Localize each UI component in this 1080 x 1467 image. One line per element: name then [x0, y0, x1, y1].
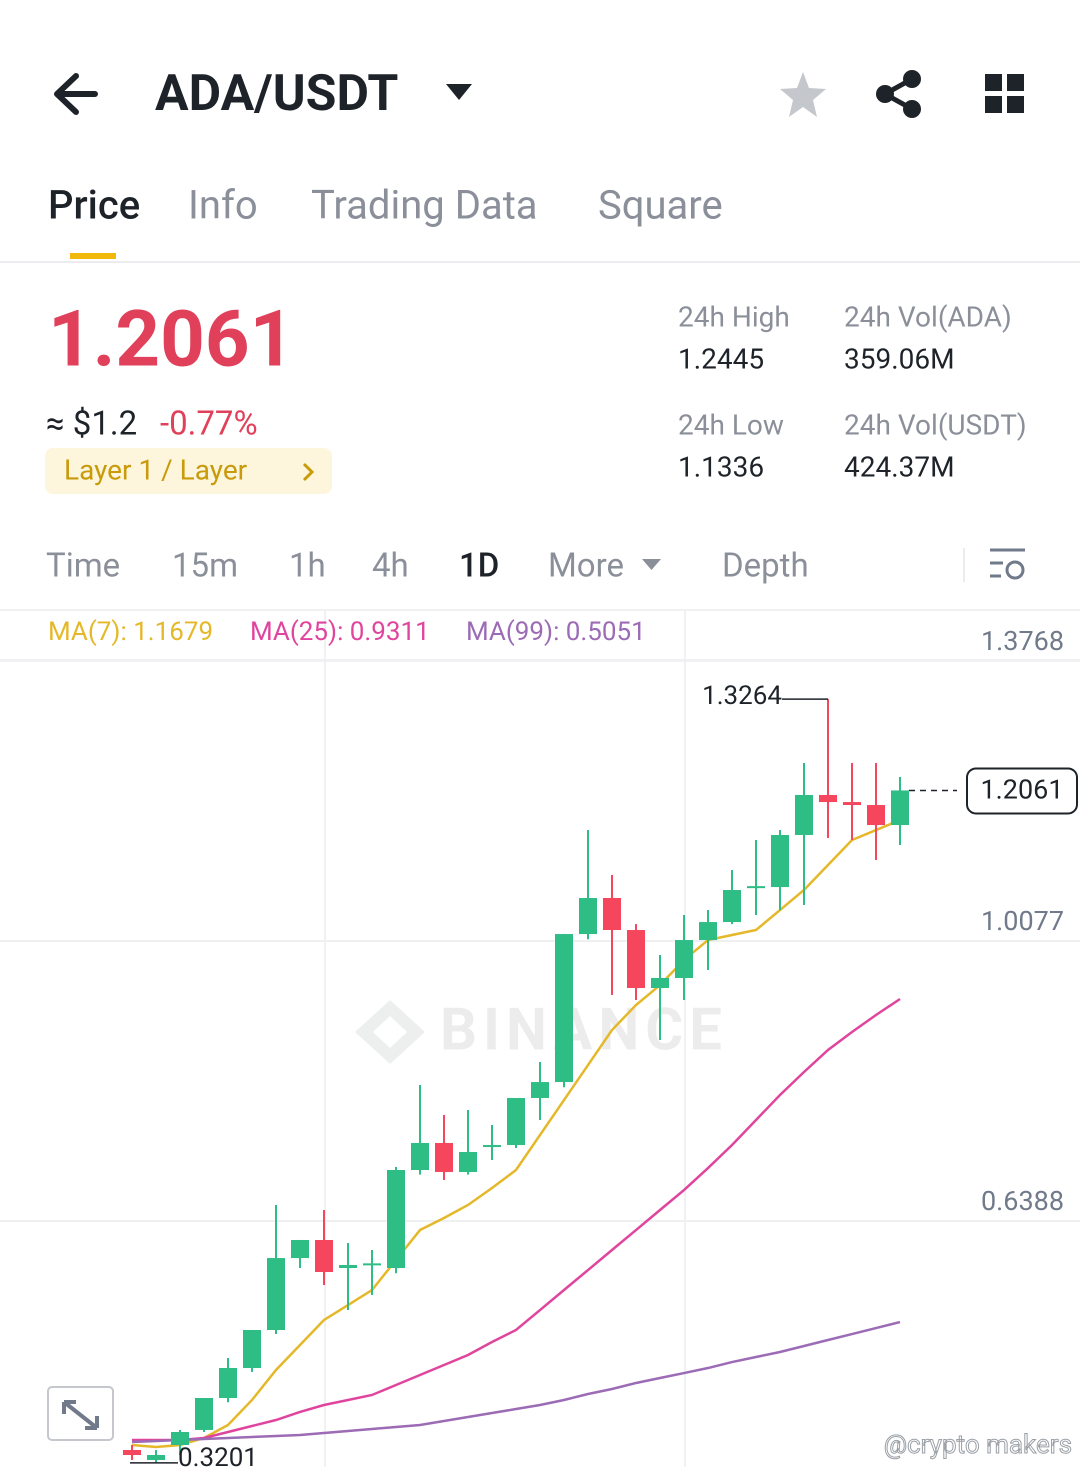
tab[interactable]: Square — [598, 182, 723, 229]
candle-body — [795, 794, 813, 835]
legend-entry: MA(7): 1.1679 — [48, 617, 213, 647]
candle-body — [267, 1258, 285, 1331]
candle-body — [435, 1142, 453, 1172]
stat-value: 1.1336 — [678, 450, 764, 483]
watermark: BINANCE — [440, 996, 728, 1064]
stat-label: 24h High — [678, 300, 790, 333]
interval[interactable]: Time — [46, 547, 120, 586]
candle-body — [531, 1082, 549, 1098]
last-price-box — [966, 767, 1078, 815]
interval[interactable]: 1h — [289, 547, 326, 586]
candle-body — [243, 1330, 261, 1369]
candle-body — [507, 1097, 525, 1146]
last-price-label: 1.2061 — [981, 774, 1064, 806]
interval[interactable]: 4h — [372, 547, 409, 586]
tab-indicator — [70, 253, 116, 259]
stat-label: 24h Vol(USDT) — [844, 408, 1027, 441]
candle-body — [123, 1449, 141, 1456]
stat-value: 1.2445 — [678, 342, 764, 375]
candle-body — [867, 805, 885, 826]
stat-value: 359.06M — [844, 342, 955, 375]
candle-body — [195, 1398, 213, 1430]
tab[interactable]: Price — [48, 182, 140, 229]
divider — [0, 261, 1080, 263]
stat-label: 24h Low — [678, 408, 784, 441]
candle-body — [291, 1239, 309, 1259]
candle-body — [891, 790, 909, 826]
legend-entry: MA(99): 0.5051 — [466, 617, 646, 647]
interval[interactable]: Depth — [722, 547, 809, 586]
plot: 1.3768 1.0077 0.6388 MA(7): 1.1679 MA(25): 0… — [0, 617, 1080, 1467]
candle-body — [555, 934, 573, 1083]
candle-body — [147, 1455, 165, 1461]
candle-body — [603, 897, 621, 931]
interval[interactable]: More — [548, 547, 624, 586]
tab[interactable]: Trading Data — [311, 182, 538, 229]
y-tick-label: 0.6388 — [981, 1185, 1064, 1217]
layout-icon[interactable] — [985, 74, 1024, 113]
more-dropdown[interactable] — [642, 559, 661, 570]
y-tick-label: 1.3768 — [981, 625, 1064, 657]
price-change: -0.77% — [160, 405, 258, 444]
candle-body — [723, 890, 741, 923]
watermark-logo — [355, 1000, 425, 1064]
divider — [0, 609, 1080, 611]
candle-body — [171, 1432, 189, 1445]
candle-body — [315, 1239, 333, 1273]
candle-body — [819, 794, 837, 803]
candle-body — [843, 802, 861, 806]
y-tick-label: 1.0077 — [981, 905, 1064, 937]
credit: @crypto makers — [884, 1430, 1072, 1460]
candle-body — [747, 886, 765, 889]
candle-body — [219, 1368, 237, 1399]
high-label: 1.3264 — [702, 681, 782, 711]
tag-pill[interactable] — [45, 448, 332, 494]
ma-line — [131, 818, 901, 1449]
candle-body — [579, 897, 597, 935]
candle-body — [651, 977, 669, 989]
candle-body — [339, 1265, 357, 1268]
ma-line — [131, 1320, 901, 1444]
low-label: 0.3201 — [178, 1443, 258, 1467]
candle-body — [459, 1152, 477, 1172]
favorite-icon[interactable] — [780, 72, 826, 117]
candle-body — [411, 1142, 429, 1171]
tab[interactable]: Info — [188, 182, 258, 229]
ma-line — [132, 997, 901, 1442]
interval[interactable]: 1D — [459, 547, 499, 586]
candle-body — [387, 1170, 405, 1268]
interval[interactable]: 15m — [172, 547, 238, 586]
candle-body — [627, 930, 645, 989]
divider — [963, 548, 965, 582]
candle-body — [483, 1145, 501, 1148]
candle-body — [675, 940, 693, 978]
last-price: 1.2061 — [48, 295, 294, 386]
expand-icon — [62, 1400, 99, 1430]
tag-chevron — [302, 462, 315, 482]
approx-price: ≈ $1.2 — [46, 405, 137, 444]
legend-entry: MA(25): 0.9311 — [250, 617, 430, 647]
candle-body — [699, 922, 717, 941]
stat-label: 24h Vol(ADA) — [844, 300, 1012, 333]
share-icon[interactable] — [876, 70, 921, 118]
candle-body — [363, 1263, 381, 1266]
divider — [0, 659, 1080, 660]
stat-value: 424.37M — [844, 450, 955, 483]
chart-settings[interactable] — [990, 548, 1025, 580]
back-button[interactable] — [54, 73, 98, 115]
pair-title[interactable]: ADA/USDT — [155, 65, 398, 123]
tag-label[interactable]: Layer 1 / Layer — [64, 453, 248, 486]
pair-dropdown[interactable] — [446, 84, 472, 100]
candle-body — [771, 834, 789, 888]
